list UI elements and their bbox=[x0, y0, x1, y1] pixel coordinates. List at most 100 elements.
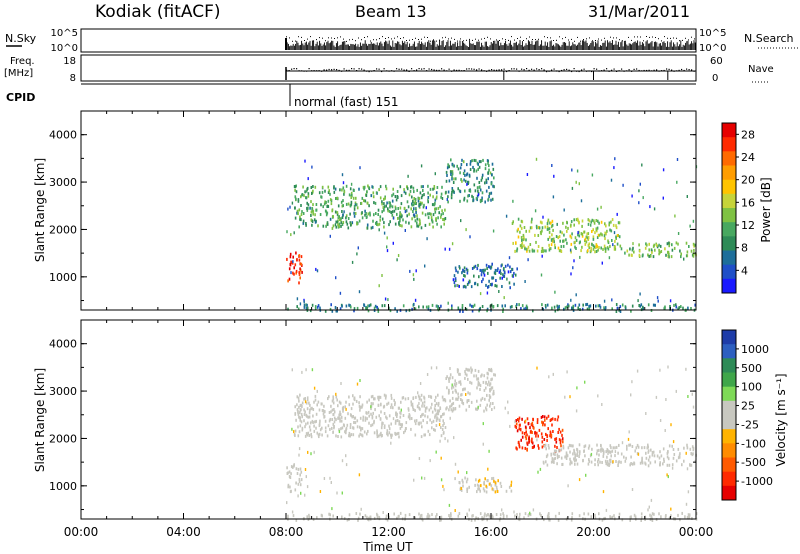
heatmap-cell bbox=[348, 193, 351, 197]
heatmap-cell bbox=[524, 512, 527, 516]
heatmap-cell bbox=[523, 244, 525, 248]
heatmap-cell bbox=[295, 418, 297, 422]
heatmap-cell bbox=[436, 195, 438, 199]
heatmap-cell bbox=[399, 511, 402, 515]
heatmap-cell bbox=[645, 242, 647, 246]
heatmap-cell bbox=[615, 460, 617, 463]
heatmap-cell bbox=[546, 222, 549, 226]
heatmap-cell bbox=[477, 380, 480, 384]
heatmap-cell bbox=[587, 218, 590, 222]
nave-dot bbox=[386, 70, 388, 72]
heatmap-cell bbox=[335, 225, 338, 229]
heatmap-cell bbox=[574, 452, 576, 456]
heatmap-cell bbox=[349, 434, 351, 438]
heatmap-cell bbox=[594, 516, 597, 520]
heatmap-cell bbox=[475, 159, 477, 163]
heatmap-cell bbox=[576, 217, 579, 221]
nsearch-dot bbox=[526, 38, 527, 40]
heatmap-cell bbox=[356, 252, 358, 256]
heatmap-cell bbox=[572, 304, 575, 308]
nave-dot bbox=[518, 70, 520, 72]
heatmap-cell bbox=[524, 425, 527, 429]
heatmap-cell bbox=[486, 518, 488, 522]
heatmap-cell bbox=[350, 191, 353, 195]
heatmap-cell bbox=[631, 462, 634, 466]
nsearch-dot bbox=[613, 37, 614, 39]
heatmap-cell bbox=[566, 370, 568, 374]
heatmap-cell bbox=[420, 196, 423, 200]
heatmap-cell bbox=[450, 408, 453, 412]
heatmap-cell bbox=[336, 211, 339, 215]
heatmap-cell bbox=[392, 192, 395, 196]
heatmap-cell bbox=[293, 272, 295, 276]
nsearch-dot bbox=[388, 37, 389, 39]
heatmap-cell bbox=[609, 458, 611, 462]
heatmap-cell bbox=[526, 441, 528, 445]
heatmap-cell bbox=[331, 408, 334, 412]
heatmap-cell bbox=[534, 431, 536, 435]
heatmap-cell bbox=[462, 480, 464, 484]
nave-dot bbox=[428, 68, 430, 70]
heatmap-cell bbox=[300, 255, 303, 259]
heatmap-cell bbox=[337, 435, 339, 438]
heatmap-cell bbox=[497, 267, 499, 271]
heatmap-cell bbox=[296, 472, 299, 475]
heatmap-cell bbox=[372, 185, 374, 189]
heatmap-cell bbox=[597, 248, 599, 252]
heatmap-cell bbox=[356, 206, 359, 210]
heatmap-cell bbox=[343, 190, 346, 194]
heatmap-cell bbox=[295, 271, 297, 275]
heatmap-cell bbox=[370, 395, 373, 399]
heatmap-cell bbox=[456, 164, 458, 168]
heatmap-cell bbox=[311, 406, 313, 410]
heatmap-cell bbox=[538, 428, 541, 432]
heatmap-cell bbox=[449, 416, 451, 420]
nave-dot bbox=[353, 68, 355, 70]
heatmap-cell bbox=[304, 468, 307, 471]
heatmap-cell bbox=[331, 226, 334, 230]
nave-dot bbox=[456, 69, 458, 71]
heatmap-cell bbox=[586, 307, 589, 311]
heatmap-cell bbox=[344, 405, 346, 409]
nsearch-dot bbox=[643, 40, 644, 42]
heatmap-cell bbox=[521, 239, 523, 242]
nsearch-dot bbox=[634, 36, 635, 38]
heatmap-cell bbox=[316, 431, 319, 435]
heatmap-cell bbox=[327, 424, 330, 428]
heatmap-cell bbox=[437, 307, 439, 311]
heatmap-cell bbox=[366, 223, 369, 227]
heatmap-cell bbox=[297, 307, 300, 311]
heatmap-cell bbox=[300, 218, 302, 222]
nave-dot bbox=[626, 70, 628, 72]
heatmap-cell bbox=[616, 306, 619, 310]
heatmap-cell bbox=[399, 415, 402, 419]
heatmap-cell bbox=[404, 397, 407, 401]
heatmap-cell bbox=[640, 303, 643, 307]
heatmap-cell bbox=[552, 452, 555, 456]
heatmap-cell bbox=[571, 461, 573, 465]
heatmap-cell bbox=[486, 479, 488, 483]
heatmap-cell bbox=[521, 241, 524, 245]
nsearch-dot bbox=[304, 40, 305, 41]
heatmap-cell bbox=[426, 406, 428, 410]
nsky-label: N.Sky bbox=[5, 32, 37, 45]
heatmap-cell bbox=[378, 395, 381, 399]
heatmap-cell bbox=[472, 305, 474, 309]
heatmap-cell bbox=[527, 258, 529, 262]
heatmap-cell bbox=[291, 201, 294, 205]
heatmap-cell bbox=[524, 280, 526, 283]
heatmap-cell bbox=[469, 280, 471, 284]
nave-dot bbox=[471, 68, 473, 70]
heatmap-cell bbox=[300, 195, 302, 199]
heatmap-cell bbox=[628, 443, 630, 447]
heatmap-cell bbox=[363, 185, 366, 189]
heatmap-cell bbox=[443, 488, 445, 492]
heatmap-cell bbox=[390, 403, 393, 407]
heatmap-cell bbox=[561, 462, 564, 466]
heatmap-cell bbox=[423, 404, 425, 408]
heatmap-cell bbox=[611, 239, 613, 242]
heatmap-cell bbox=[693, 244, 695, 248]
nsearch-dot bbox=[511, 36, 512, 38]
heatmap-cell bbox=[373, 306, 376, 310]
heatmap-cell bbox=[410, 403, 413, 407]
